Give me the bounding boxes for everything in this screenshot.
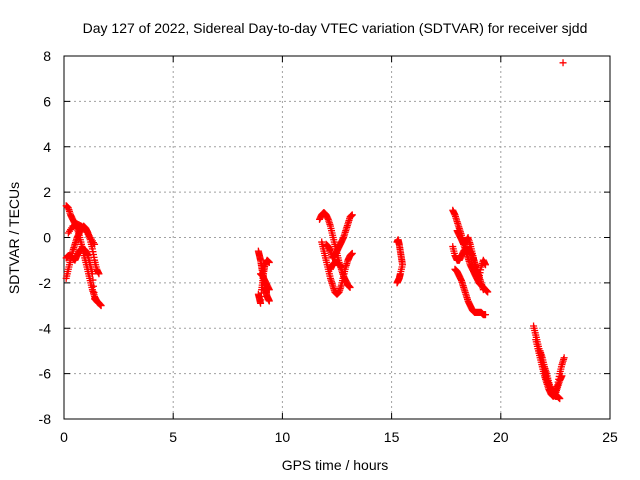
y-tick-label: -8	[39, 411, 52, 427]
data-point	[337, 263, 345, 271]
data-point	[348, 211, 356, 219]
y-tick-label: 6	[43, 93, 51, 109]
data-point	[560, 354, 568, 362]
chart-title: Day 127 of 2022, Sidereal Day-to-day VTE…	[83, 20, 588, 36]
data-point	[91, 240, 99, 248]
y-tick-label: 8	[43, 48, 51, 64]
series-arc-1d	[64, 220, 99, 248]
grid-lines	[64, 56, 610, 419]
data-point	[482, 311, 490, 319]
data-point	[265, 286, 273, 294]
y-tick-label: 2	[43, 184, 51, 200]
x-tick-label: 5	[169, 429, 177, 445]
x-tick-label: 20	[493, 429, 509, 445]
x-tick-label: 0	[60, 429, 68, 445]
y-tick-label: -6	[39, 366, 52, 382]
data-point	[95, 270, 103, 278]
data-point	[89, 276, 97, 284]
data-point	[265, 258, 273, 266]
data-points	[62, 59, 568, 403]
data-point	[89, 282, 97, 290]
data-point	[265, 297, 273, 305]
y-tick-label: 4	[43, 139, 51, 155]
data-point	[479, 286, 487, 294]
series-arc-1c	[62, 245, 103, 307]
tick-labels: 0 5 10 15 20 25 -8 -6 -4 -2 0 2 4 6 8	[39, 48, 618, 445]
data-point	[559, 59, 567, 67]
x-tick-label: 10	[275, 429, 291, 445]
series-arc-3d	[326, 258, 345, 273]
series-arc-4	[393, 236, 407, 287]
y-tick-label: 0	[43, 230, 51, 246]
series-arc-5d	[453, 227, 490, 282]
series-arc-5b	[451, 265, 490, 319]
data-point	[346, 283, 354, 291]
data-point	[90, 289, 98, 297]
data-point	[482, 261, 490, 269]
x-axis-label: GPS time / hours	[282, 457, 389, 473]
x-tick-label: 15	[384, 429, 400, 445]
y-tick-label: -4	[39, 320, 52, 336]
series-arc-2b	[254, 256, 273, 307]
y-axis-label: SDTVAR / TECUs	[6, 182, 22, 294]
data-point	[88, 270, 96, 278]
series-arc-6c	[536, 347, 568, 398]
plot-frame	[63, 55, 611, 420]
x-tick-label: 25	[602, 429, 618, 445]
data-point	[556, 395, 564, 403]
series-arc-2c	[257, 270, 273, 294]
data-point	[95, 299, 103, 307]
data-point	[348, 249, 356, 257]
data-point	[393, 279, 401, 287]
series-outlier	[559, 59, 567, 67]
series-arc-3c	[322, 211, 356, 262]
y-tick-label: -2	[39, 275, 52, 291]
data-point	[484, 288, 492, 296]
